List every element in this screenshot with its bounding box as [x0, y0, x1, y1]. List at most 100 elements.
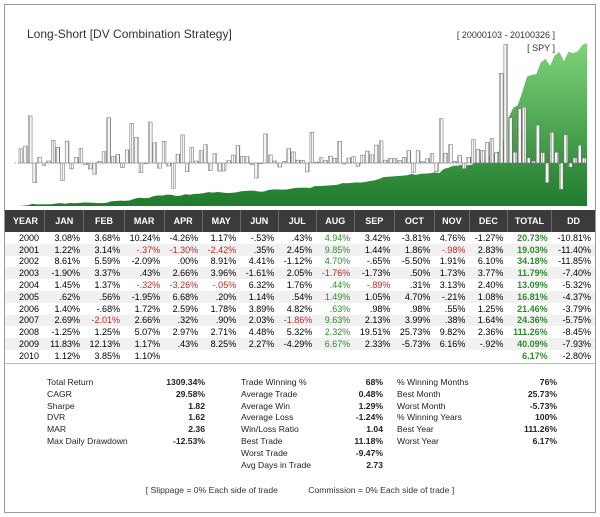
stat-value: 6.17%: [532, 435, 557, 446]
col-header-oct: OCT: [393, 210, 435, 232]
monthly-return-bar: [46, 160, 51, 164]
month-return-cell: -4.26%: [164, 232, 203, 244]
monthly-return-bar: [272, 160, 278, 164]
monthly-return-bar: [286, 148, 291, 164]
month-return-cell: [202, 349, 241, 362]
month-return-cell: -.53%: [240, 232, 279, 244]
monthly-return-bars: [18, 44, 587, 190]
month-return-cell: .98%: [354, 302, 395, 315]
stat-value: 0.48%: [358, 388, 383, 399]
stat-value: 76%: [539, 377, 557, 387]
month-return-cell: 5.59%: [83, 255, 125, 268]
monthly-return-bar: [27, 115, 33, 164]
month-return-cell: 2.27%: [240, 338, 279, 350]
year-cell: 2009: [5, 338, 45, 350]
month-return-cell: 3.99%: [394, 314, 435, 327]
monthly-return-bar: [438, 118, 444, 164]
month-return-cell: 6.10%: [469, 255, 508, 268]
monthly-return-bar: [32, 162, 37, 183]
stat-label: Worst Year: [397, 435, 439, 446]
drawdown-cell: -4.37%: [551, 290, 595, 303]
report-frame: Long-Short [DV Combination Strategy] [ 2…: [4, 4, 596, 513]
stats-column-periods: % Winning Months 76% Best Month 25.73% Worst…: [397, 377, 557, 448]
month-return-cell: 3.96%: [202, 267, 241, 280]
month-return-cell: 2.03%: [240, 314, 279, 327]
col-header-aug: AUG: [315, 210, 355, 232]
month-return-cell: -1.25%: [44, 326, 84, 339]
month-return-cell: -1.27%: [469, 232, 508, 244]
col-header-jun: JUN: [239, 210, 279, 232]
monthly-return-bar: [83, 162, 88, 165]
month-return-cell: [354, 349, 395, 362]
monthly-return-bar: [245, 156, 250, 164]
monthly-return-bar: [198, 150, 204, 164]
monthly-return-bar: [351, 156, 356, 164]
table-row: 2007 2.69% -2.01% 2.66% .32% .90% 2.03% -1.86% 9…: [5, 314, 595, 327]
monthly-return-bar: [572, 157, 578, 164]
monthly-return-bar: [540, 152, 545, 164]
monthly-return-bar: [475, 149, 481, 164]
year-cell: 2003: [5, 267, 45, 280]
monthly-return-bar: [226, 160, 231, 164]
month-return-cell: 1.86%: [394, 243, 435, 256]
monthly-return-bar: [568, 162, 573, 168]
month-return-cell: 8.25%: [202, 338, 241, 350]
month-return-cell: 2.13%: [354, 314, 395, 327]
monthly-return-bar: [23, 145, 28, 164]
drawdown-cell: -7.40%: [551, 267, 595, 280]
month-return-cell: 1.73%: [434, 267, 470, 280]
month-return-cell: 2.45%: [278, 243, 317, 256]
monthly-return-bar: [549, 132, 555, 164]
monthly-return-bar: [517, 108, 522, 164]
month-return-cell: 3.85%: [83, 349, 125, 362]
month-return-cell: 2.36%: [469, 326, 508, 339]
month-return-cell: .35%: [240, 243, 279, 256]
month-return-cell: .31%: [394, 279, 435, 291]
month-return-cell: [394, 349, 435, 362]
month-return-cell: 2.59%: [164, 302, 203, 315]
monthly-return-bar: [374, 144, 379, 164]
month-return-cell: .00%: [164, 255, 203, 268]
month-return-cell: 1.64%: [469, 314, 508, 327]
month-return-cell: 2.05%: [278, 267, 317, 280]
stat-row: % Winning Years 100%: [397, 412, 557, 424]
month-return-cell: 8.61%: [44, 255, 84, 268]
month-return-cell: 1.76%: [278, 279, 317, 291]
month-return-cell: 2.40%: [469, 279, 508, 291]
month-return-cell: 2.71%: [202, 326, 241, 339]
month-return-cell: -2.01%: [83, 314, 125, 327]
monthly-return-bar: [277, 162, 282, 168]
monthly-return-bar: [101, 151, 107, 164]
equity-chart-svg: [15, 43, 587, 206]
month-return-cell: -1.76%: [316, 267, 355, 280]
month-return-cell: 1.44%: [354, 243, 395, 256]
month-return-cell: 2.66%: [124, 314, 165, 327]
month-return-cell: 3.37%: [83, 267, 125, 280]
stat-row: Max Daily Drawdown -12.53%: [47, 436, 205, 448]
col-header-year: YEAR: [5, 210, 45, 232]
table-row: 2000 3.08% 3.68% 10.24% -4.26% 1.17% -.53% .43%…: [5, 232, 595, 244]
drawdown-cell: -8.45%: [551, 326, 595, 339]
stat-value: 68%: [365, 377, 383, 387]
monthly-return-bar: [235, 145, 241, 164]
monthly-return-bar: [388, 158, 393, 164]
monthly-return-bar: [208, 162, 213, 171]
month-return-cell: -1.86%: [278, 314, 317, 327]
month-return-cell: 5.07%: [124, 326, 165, 339]
commission-note: Commission = 0% Each side of trade ]: [308, 485, 455, 495]
month-return-cell: [316, 349, 355, 362]
monthly-return-bar: [184, 162, 190, 172]
month-return-cell: 2.66%: [164, 267, 203, 280]
monthly-return-bar: [18, 148, 24, 164]
monthly-return-bar: [531, 160, 536, 164]
stat-label: Win/Loss Ratio: [241, 424, 299, 435]
monthly-return-bar: [37, 157, 42, 164]
month-return-cell: -4.29%: [278, 338, 317, 350]
month-return-cell: 8.91%: [202, 255, 241, 268]
month-return-cell: [278, 349, 317, 362]
table-header-row: YEAR JAN FEB MAR APR MAY JUN JUL AUG SEP OCT NOV DEC…: [5, 210, 595, 232]
stat-value: 1309.34%: [166, 377, 205, 387]
slippage-note: [ Slippage = 0% Each side of trade: [145, 485, 278, 495]
chart-range: [ 20000103 - 20100326 ] [ SPY ]: [457, 29, 555, 55]
table-row: 2009 11.83% 12.13% 1.17% .43% 8.25% 2.27% -4.29…: [5, 338, 595, 350]
